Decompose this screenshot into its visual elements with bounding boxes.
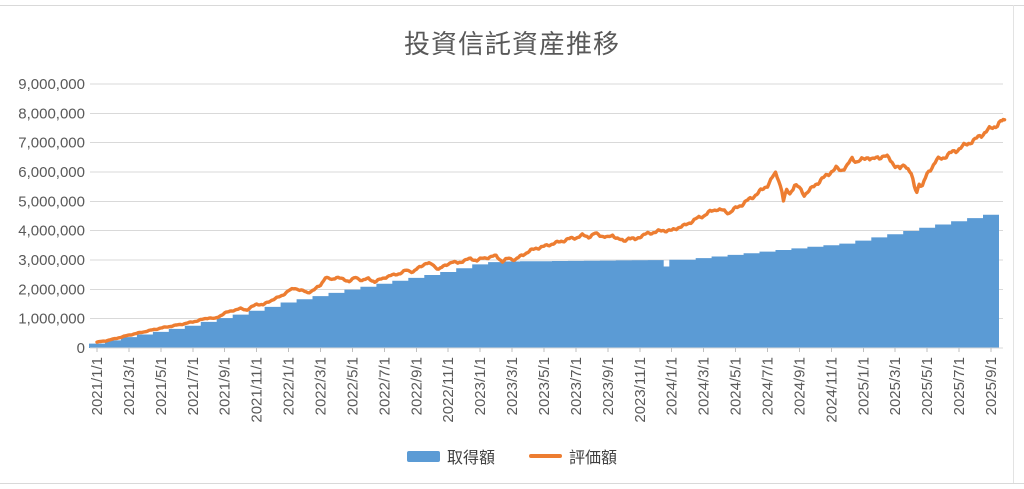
x-axis-label: 2022/3/1 [313,357,330,415]
y-axis-label: 5,000,000 [18,193,85,210]
x-axis-label: 2024/1/1 [664,357,681,415]
x-axis-label: 2025/7/1 [951,357,968,415]
x-axis-label: 2023/9/1 [600,357,617,415]
x-axis-label: 2022/1/1 [281,357,298,415]
right-border-rule [1013,5,1014,483]
valuation-line-series [95,117,1007,344]
y-axis-label: 8,000,000 [18,105,85,122]
acquisition-swatch-icon [406,450,440,462]
y-axis-label: 4,000,000 [18,223,85,240]
chart-title: 投資信託資産推移 [403,29,620,59]
x-axis-label: 2025/3/1 [887,357,904,415]
x-axis-label: 2023/11/1 [632,357,649,423]
legend-item-valuation: 評価額 [529,444,617,468]
y-axis-label: 7,000,000 [18,135,85,152]
x-axis-label: 2023/5/1 [536,357,553,415]
x-axis-label: 2021/5/1 [153,357,170,415]
bottom-border-rule [0,483,1024,484]
y-axis-label: 0 [77,340,85,357]
x-axis-label: 2021/9/1 [217,357,234,415]
legend-item-acquisition: 取得額 [406,444,495,468]
top-border-rule [0,5,1024,6]
x-axis-label: 2021/7/1 [185,357,202,415]
x-axis-label: 2024/11/1 [823,357,840,423]
x-axis-label: 2023/3/1 [504,357,521,415]
x-axis-label: 2022/7/1 [376,357,393,415]
x-axis-label: 2025/5/1 [919,357,936,415]
y-axis-label: 3,000,000 [18,252,85,269]
x-axis-label: 2024/5/1 [728,357,745,415]
acquisition-area-series [89,214,999,348]
x-axis-label: 2022/11/1 [440,357,457,423]
legend-label-valuation: 評価額 [569,450,618,467]
x-axis-label: 2025/1/1 [855,357,872,415]
x-axis-label: 2022/5/1 [344,357,361,415]
x-axis-label: 2024/3/1 [696,357,713,415]
x-axis-label: 2023/7/1 [568,357,585,415]
y-axis-label: 2,000,000 [18,281,85,298]
x-axis-label: 2021/1/1 [89,357,106,415]
x-axis-label: 2024/9/1 [791,357,808,415]
chart-legend: 取得額 評価額 [0,444,1024,468]
y-axis-label: 9,000,000 [18,76,85,93]
x-axis-label: 2025/9/1 [983,357,1000,415]
x-axis-label: 2023/1/1 [472,357,489,415]
x-axis-label: 2022/9/1 [408,357,425,415]
y-axis-label: 1,000,000 [18,311,85,328]
x-axis-label: 2021/3/1 [121,357,138,415]
x-axis-label: 2021/11/1 [249,357,266,423]
x-axis-label: 2024/7/1 [760,357,777,415]
valuation-line-swatch-icon [529,454,562,458]
legend-label-acquisition: 取得額 [446,450,495,467]
y-axis-label: 6,000,000 [18,164,85,181]
